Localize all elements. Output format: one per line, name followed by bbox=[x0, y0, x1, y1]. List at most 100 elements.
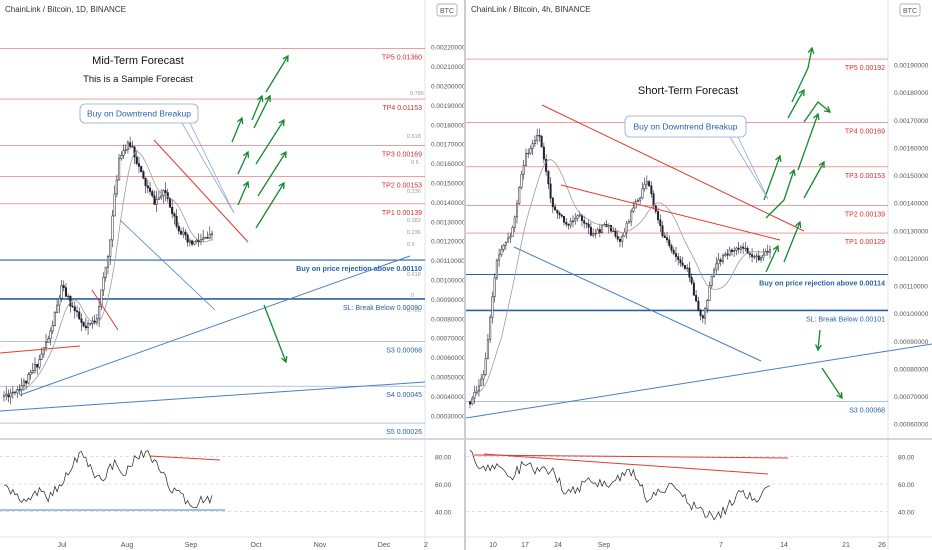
left-chart[interactable]: ChainLink / Bitcoin, 1D, BINANCE BTC 0.002… bbox=[0, 0, 464, 550]
candle-body bbox=[84, 325, 87, 329]
candle-body bbox=[692, 282, 695, 296]
candle-body bbox=[489, 316, 492, 340]
candle-body bbox=[118, 158, 121, 181]
candle-body bbox=[715, 263, 718, 271]
forecast-arrow bbox=[251, 95, 263, 121]
forecast-arrow bbox=[255, 119, 285, 165]
candle-body bbox=[717, 259, 720, 265]
candle-body bbox=[735, 247, 738, 251]
candle-body bbox=[144, 177, 147, 187]
candle-body bbox=[610, 225, 613, 232]
downtrend-line bbox=[560, 184, 781, 241]
panel-divider[interactable] bbox=[464, 0, 466, 550]
candle-body bbox=[518, 187, 521, 204]
candle-body bbox=[755, 255, 758, 257]
price-tick-label: 0.00160000 bbox=[894, 145, 929, 152]
forecast-arrow-head bbox=[815, 344, 822, 352]
right-chart-panel[interactable]: ChainLink / Bitcoin, 4h, BINANCE BTC 0.001… bbox=[466, 0, 932, 550]
candle-body bbox=[533, 140, 536, 144]
candle-body bbox=[153, 195, 156, 205]
candle-body bbox=[58, 297, 61, 306]
candle-body bbox=[704, 308, 707, 319]
candle-body bbox=[594, 233, 597, 235]
time-tick-label: Aug bbox=[121, 542, 134, 549]
downtrend-line bbox=[153, 139, 249, 243]
forecast-arrow bbox=[817, 329, 821, 351]
candle-body bbox=[766, 251, 769, 253]
price-tick-label: 0.00150000 bbox=[431, 181, 464, 188]
currency-badge[interactable] bbox=[436, 3, 458, 17]
level-label-support: S5 0.00026 bbox=[386, 429, 422, 436]
forecast-arrow-head bbox=[794, 220, 802, 229]
candle-body bbox=[67, 295, 70, 298]
candle-body bbox=[164, 190, 167, 193]
currency-badge[interactable] bbox=[899, 3, 921, 17]
candle-body bbox=[621, 235, 624, 242]
candle-body bbox=[751, 254, 754, 257]
forecast-arrow bbox=[257, 151, 287, 197]
time-tick-label: Dec bbox=[378, 542, 391, 549]
time-tick-label: 2 bbox=[424, 542, 428, 549]
candle-body bbox=[148, 187, 152, 192]
level-label-tp: TP2 0.00153 bbox=[382, 183, 422, 190]
forecast-arrow-head bbox=[772, 244, 780, 253]
level-label-tp: TP1 0.00139 bbox=[382, 210, 422, 217]
callout-pointer bbox=[181, 122, 235, 214]
candle-body bbox=[538, 135, 541, 137]
candle-body bbox=[634, 201, 637, 209]
time-tick-label: 10 bbox=[489, 542, 497, 549]
candle-body bbox=[95, 318, 98, 323]
candle-body bbox=[596, 229, 599, 234]
support-trend-line bbox=[0, 381, 426, 412]
candle-body bbox=[571, 220, 574, 223]
candle-body bbox=[529, 148, 532, 154]
candle-body bbox=[540, 135, 543, 148]
candle-body bbox=[531, 143, 534, 149]
right-chart[interactable]: ChainLink / Bitcoin, 4h, BINANCE BTC 0.001… bbox=[466, 0, 932, 550]
fib-level-label: 0.236 bbox=[407, 230, 421, 236]
left-chart-panel[interactable]: ChainLink / Bitcoin, 1D, BINANCE BTC 0.002… bbox=[0, 0, 464, 550]
time-tick-label: 24 bbox=[554, 542, 562, 549]
forecast-arrow bbox=[231, 117, 243, 143]
candle-body bbox=[713, 269, 716, 277]
forecast-title: Mid-Term Forecast bbox=[92, 55, 184, 67]
forecast-arrow bbox=[263, 304, 287, 363]
price-tick-label: 0.00030000 bbox=[431, 413, 464, 420]
candle-body bbox=[764, 251, 767, 256]
candle-body bbox=[498, 254, 501, 261]
level-label-support: S4 0.00045 bbox=[386, 392, 422, 399]
candle-body bbox=[18, 389, 21, 391]
price-tick-label: 0.00080000 bbox=[894, 366, 929, 373]
fib-level-label: 0.5 bbox=[407, 242, 415, 248]
currency-label: BTC bbox=[903, 8, 917, 15]
candle-body bbox=[697, 300, 700, 311]
forecast-arrow bbox=[791, 47, 813, 103]
candle-body bbox=[73, 306, 76, 312]
candle-body bbox=[175, 215, 178, 227]
candle-body bbox=[681, 262, 684, 266]
candle-body bbox=[502, 244, 505, 250]
candle-body bbox=[679, 259, 682, 264]
forecast-arrow bbox=[237, 151, 249, 175]
candle-body bbox=[171, 206, 174, 214]
candle-body bbox=[585, 222, 588, 225]
price-tick-label: 0.00150000 bbox=[894, 173, 929, 180]
candle-body bbox=[78, 311, 81, 320]
candle-body bbox=[206, 237, 209, 239]
candle-body bbox=[131, 146, 134, 148]
price-tick-label: 0.00120000 bbox=[894, 256, 929, 263]
candle-body bbox=[670, 245, 673, 251]
price-tick-label: 0.00210000 bbox=[431, 64, 464, 71]
candle-body bbox=[471, 397, 474, 405]
forecast-arrow bbox=[255, 182, 285, 229]
candle-body bbox=[89, 323, 92, 325]
candle-body bbox=[40, 353, 43, 360]
forecast-arrow bbox=[763, 155, 781, 201]
rsi-trend-line bbox=[149, 455, 221, 461]
fib-level-label: 0.236 bbox=[407, 189, 421, 195]
candle-body bbox=[146, 185, 149, 189]
candle-body bbox=[527, 152, 530, 155]
forecast-arrow-head bbox=[236, 116, 244, 125]
forecast-title: Short-Term Forecast bbox=[638, 85, 738, 97]
price-tick-label: 0.00130000 bbox=[894, 228, 929, 235]
